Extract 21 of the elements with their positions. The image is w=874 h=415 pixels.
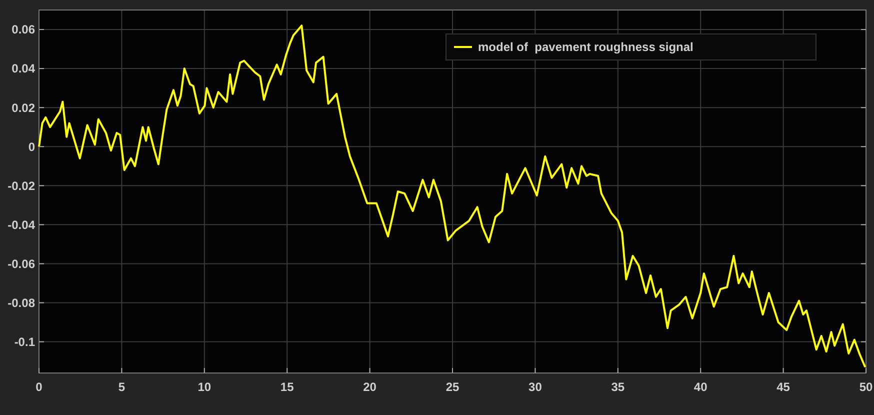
y-tick-label: 0.06 [12, 22, 36, 37]
x-tick-label: 25 [446, 380, 460, 394]
y-tick-label: 0 [28, 140, 36, 154]
x-tick-label: 5 [118, 380, 126, 394]
y-tick-label: -0.08 [8, 296, 36, 310]
legend-label: model of pavement roughness signal [478, 40, 694, 54]
x-tick-label: 50 [859, 380, 873, 394]
y-tick-label: 0.02 [12, 100, 36, 115]
y-tick-label: 0.04 [12, 62, 36, 76]
x-tick-label: 10 [198, 380, 212, 394]
y-tick-label: -0.02 [8, 178, 36, 193]
x-tick-label: 15 [280, 380, 294, 394]
y-tick-label: -0.1 [14, 334, 36, 349]
line-series [38, 24, 866, 368]
y-tick-label: -0.06 [8, 256, 36, 271]
x-tick-label: 45 [776, 380, 790, 394]
x-tick-label: 30 [528, 380, 542, 394]
x-tick-label: 35 [611, 380, 625, 394]
y-tick-label: -0.04 [8, 218, 36, 232]
x-tick-label: 40 [694, 380, 708, 394]
x-tick-label: 20 [363, 380, 377, 394]
